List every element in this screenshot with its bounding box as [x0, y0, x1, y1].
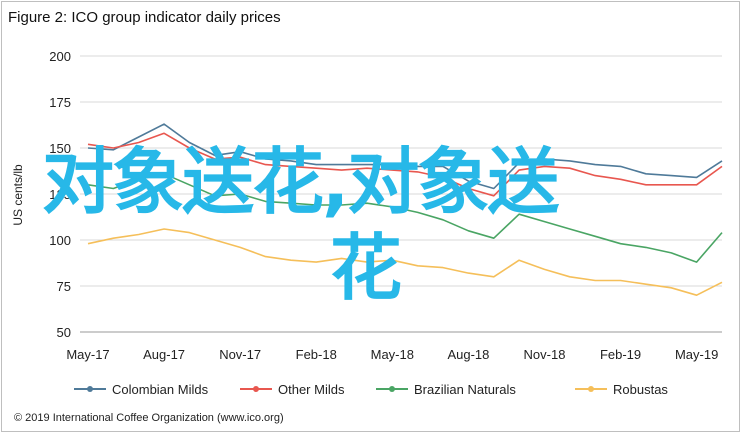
- chart-title: Figure 2: ICO group indicator daily pric…: [8, 9, 281, 26]
- x-tick-label-may-19: May-19: [675, 347, 718, 362]
- legend-marker-brazilian-naturals: [389, 386, 395, 392]
- series-line-brazilian-naturals: [87, 173, 723, 263]
- x-tick-label-feb-19: Feb-19: [600, 347, 641, 362]
- x-tick-label-feb-18: Feb-18: [296, 347, 337, 362]
- legend: Colombian Milds Other Milds Brazilian Natu…: [74, 382, 668, 397]
- legend-label-other-milds: Other Milds: [278, 382, 345, 397]
- y-tick-label-100: 100: [49, 233, 71, 248]
- series-line-robustas: [87, 228, 723, 296]
- legend-label-brazilian-naturals: Brazilian Naturals: [414, 382, 516, 397]
- y-tick-label-75: 75: [57, 279, 71, 294]
- y-tick-label-125: 125: [49, 187, 71, 202]
- source-note: © 2019 International Coffee Organization…: [14, 412, 284, 424]
- legend-marker-colombian-milds: [87, 386, 93, 392]
- y-axis-label: US cents/lb: [11, 164, 25, 226]
- y-tick-label-50: 50: [57, 325, 71, 340]
- y-tick-label-150: 150: [49, 141, 71, 156]
- legend-label-colombian-milds: Colombian Milds: [112, 382, 209, 397]
- y-tick-label-175: 175: [49, 95, 71, 110]
- y-axis-ticks: 50 75 100 125 150 175 200: [49, 49, 71, 340]
- series-line-colombian-milds: [87, 123, 723, 190]
- x-tick-label-may-18: May-18: [371, 347, 414, 362]
- x-tick-label-may-17: May-17: [66, 347, 109, 362]
- x-tick-label-nov-18: Nov-18: [524, 347, 566, 362]
- gridlines: [80, 55, 722, 333]
- x-tick-label-aug-18: Aug-18: [447, 347, 489, 362]
- y-tick-label-200: 200: [49, 49, 71, 64]
- legend-marker-robustas: [588, 386, 594, 392]
- legend-marker-other-milds: [253, 386, 259, 392]
- x-axis-ticks: May-17 Aug-17 Nov-17 Feb-18 May-18 Aug-18 Nov-…: [66, 347, 718, 362]
- legend-label-robustas: Robustas: [613, 382, 668, 397]
- x-tick-label-aug-17: Aug-17: [143, 347, 185, 362]
- x-tick-label-nov-17: Nov-17: [219, 347, 261, 362]
- series-line-other-milds: [87, 132, 723, 197]
- series-lines: [87, 123, 723, 296]
